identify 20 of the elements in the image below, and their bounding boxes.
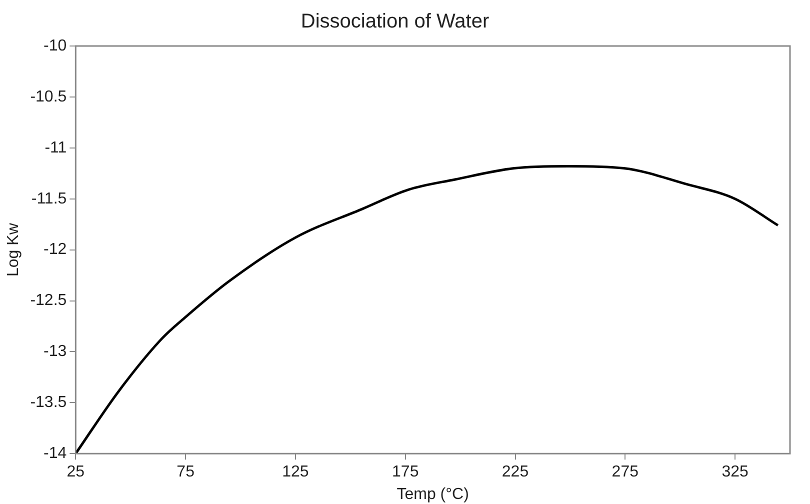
y-tick-label: -13 [44,343,67,360]
y-tick-label: -10.5 [30,88,67,106]
y-tick-label: -12 [44,241,67,258]
x-tick-label: 125 [282,464,309,481]
x-tick-label: 175 [392,464,419,481]
y-tick-label: -13.5 [30,394,67,412]
x-axis-title: Temp (°C) [396,486,469,503]
line-series [76,164,780,454]
y-tick-label: -11 [44,139,67,156]
x-tick-label: 275 [612,464,639,481]
y-tick-label: -11.5 [31,190,67,208]
y-tick-label: -10 [44,37,67,54]
x-tick-label: 25 [66,464,85,481]
x-tick-label: 225 [502,464,529,481]
x-tick-label: 75 [176,464,195,481]
y-tick-label: -12.5 [30,292,67,310]
chart-title: Dissociation of Water [300,10,490,33]
x-tick-label: 325 [722,464,748,481]
y-tick-label: -14 [44,445,67,462]
y-axis-title: Log Kw [5,222,22,276]
